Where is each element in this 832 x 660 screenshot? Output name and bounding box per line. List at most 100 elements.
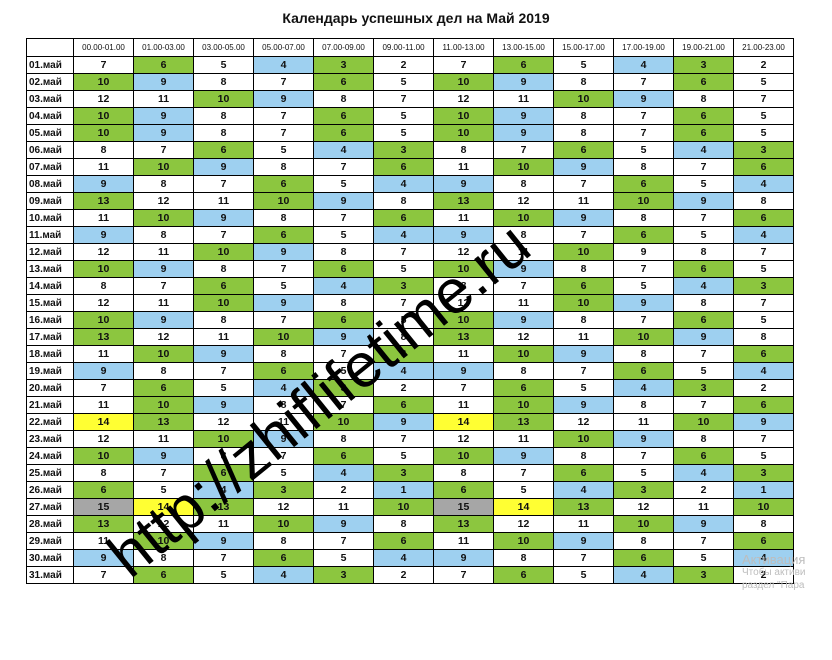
value-cell: 6 bbox=[193, 464, 254, 482]
value-cell: 4 bbox=[553, 481, 614, 499]
table-row: 23.май 12 11 10 9 8 7 12 11 10 9 8 7 bbox=[26, 430, 794, 448]
value-cell: 9 bbox=[253, 430, 314, 448]
time-slot-header: 13.00-15.00 bbox=[493, 38, 554, 57]
value-cell: 6 bbox=[253, 226, 314, 244]
value-cell: 5 bbox=[553, 379, 614, 397]
value-cell: 5 bbox=[253, 141, 314, 159]
value-cell: 7 bbox=[553, 362, 614, 380]
value-cell: 5 bbox=[733, 260, 794, 278]
value-cell: 9 bbox=[253, 294, 314, 312]
table-row: 10.май 11 10 9 8 7 6 11 10 9 8 7 6 bbox=[26, 209, 794, 227]
value-cell: 5 bbox=[193, 379, 254, 397]
value-cell: 8 bbox=[73, 141, 134, 159]
value-cell: 6 bbox=[253, 362, 314, 380]
value-cell: 11 bbox=[193, 515, 254, 533]
value-cell: 7 bbox=[673, 396, 734, 414]
value-cell: 9 bbox=[73, 362, 134, 380]
value-cell: 3 bbox=[373, 464, 434, 482]
value-cell: 6 bbox=[253, 549, 314, 567]
corner-cell bbox=[26, 38, 74, 57]
value-cell: 10 bbox=[133, 209, 194, 227]
value-cell: 6 bbox=[193, 141, 254, 159]
value-cell: 5 bbox=[193, 566, 254, 584]
value-cell: 9 bbox=[133, 311, 194, 329]
value-cell: 6 bbox=[133, 56, 194, 74]
value-cell: 9 bbox=[493, 447, 554, 465]
value-cell: 5 bbox=[373, 107, 434, 125]
value-cell: 9 bbox=[433, 549, 494, 567]
value-cell: 6 bbox=[733, 532, 794, 550]
value-cell: 8 bbox=[673, 90, 734, 108]
day-label: 05.май bbox=[26, 124, 74, 142]
value-cell: 9 bbox=[673, 328, 734, 346]
value-cell: 12 bbox=[613, 498, 674, 516]
value-cell: 13 bbox=[133, 413, 194, 431]
value-cell: 7 bbox=[613, 107, 674, 125]
day-label: 27.май bbox=[26, 498, 74, 516]
value-cell: 6 bbox=[673, 124, 734, 142]
value-cell: 8 bbox=[733, 192, 794, 210]
value-cell: 10 bbox=[193, 294, 254, 312]
value-cell: 6 bbox=[373, 209, 434, 227]
day-label: 24.май bbox=[26, 447, 74, 465]
value-cell: 5 bbox=[733, 73, 794, 91]
value-cell: 12 bbox=[73, 243, 134, 261]
value-cell: 8 bbox=[193, 311, 254, 329]
day-label: 22.май bbox=[26, 413, 74, 431]
value-cell: 11 bbox=[313, 498, 374, 516]
value-cell: 8 bbox=[253, 345, 314, 363]
value-cell: 6 bbox=[313, 73, 374, 91]
value-cell: 5 bbox=[613, 141, 674, 159]
value-cell: 11 bbox=[133, 430, 194, 448]
value-cell: 10 bbox=[613, 515, 674, 533]
value-cell: 12 bbox=[133, 192, 194, 210]
value-cell: 10 bbox=[433, 73, 494, 91]
value-cell: 2 bbox=[733, 566, 794, 584]
value-cell: 3 bbox=[313, 379, 374, 397]
day-label: 03.май bbox=[26, 90, 74, 108]
table-row: 27.май 15 14 13 12 11 10 15 14 13 12 11 10 bbox=[26, 498, 794, 516]
value-cell: 10 bbox=[553, 90, 614, 108]
day-label: 19.май bbox=[26, 362, 74, 380]
value-cell: 8 bbox=[493, 362, 554, 380]
value-cell: 8 bbox=[433, 141, 494, 159]
value-cell: 8 bbox=[313, 294, 374, 312]
value-cell: 4 bbox=[733, 549, 794, 567]
value-cell: 8 bbox=[433, 464, 494, 482]
value-cell: 8 bbox=[613, 532, 674, 550]
value-cell: 12 bbox=[73, 430, 134, 448]
day-label: 06.май bbox=[26, 141, 74, 159]
value-cell: 9 bbox=[133, 124, 194, 142]
value-cell: 10 bbox=[433, 260, 494, 278]
value-cell: 7 bbox=[193, 362, 254, 380]
value-cell: 9 bbox=[613, 243, 674, 261]
value-cell: 4 bbox=[613, 566, 674, 584]
value-cell: 6 bbox=[553, 141, 614, 159]
value-cell: 8 bbox=[553, 124, 614, 142]
value-cell: 12 bbox=[433, 294, 494, 312]
value-cell: 7 bbox=[373, 243, 434, 261]
value-cell: 8 bbox=[193, 447, 254, 465]
value-cell: 11 bbox=[433, 345, 494, 363]
day-label: 11.май bbox=[26, 226, 74, 244]
day-label: 29.май bbox=[26, 532, 74, 550]
value-cell: 5 bbox=[493, 481, 554, 499]
value-cell: 5 bbox=[613, 464, 674, 482]
value-cell: 7 bbox=[373, 90, 434, 108]
value-cell: 12 bbox=[253, 498, 314, 516]
value-cell: 6 bbox=[613, 362, 674, 380]
value-cell: 8 bbox=[433, 277, 494, 295]
value-cell: 9 bbox=[133, 107, 194, 125]
table-row: 13.май 10 9 8 7 6 5 10 9 8 7 6 5 bbox=[26, 260, 794, 278]
value-cell: 4 bbox=[253, 379, 314, 397]
value-cell: 9 bbox=[433, 362, 494, 380]
value-cell: 10 bbox=[553, 294, 614, 312]
value-cell: 10 bbox=[193, 430, 254, 448]
value-cell: 12 bbox=[133, 515, 194, 533]
value-cell: 9 bbox=[613, 294, 674, 312]
day-label: 12.май bbox=[26, 243, 74, 261]
value-cell: 3 bbox=[373, 277, 434, 295]
table-row: 02.май 10 9 8 7 6 5 10 9 8 7 6 5 bbox=[26, 73, 794, 91]
day-label: 07.май bbox=[26, 158, 74, 176]
value-cell: 11 bbox=[133, 90, 194, 108]
